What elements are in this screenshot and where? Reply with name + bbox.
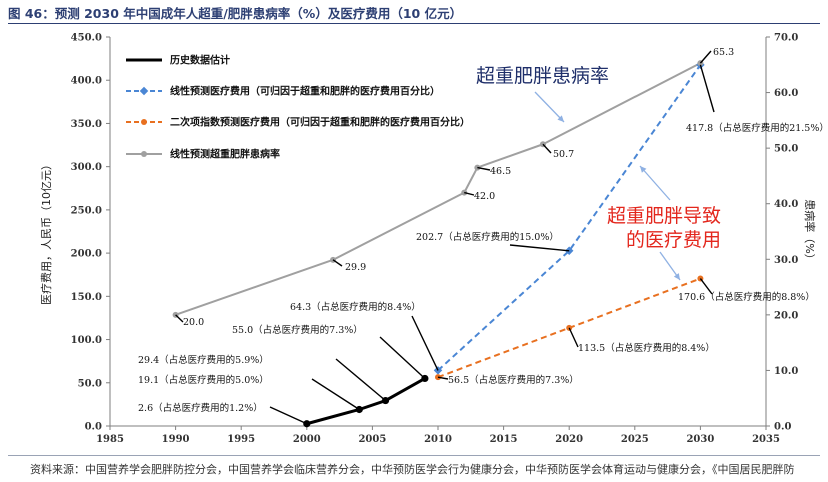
title-rule [8,23,820,24]
y-left-tick-label: 150.0 [71,292,102,303]
x-tick-label: 1995 [227,434,255,445]
data-label: 2.6（占总医疗费用的1.2%） [138,402,263,414]
data-label-leader [332,259,343,267]
data-label: 55.0（占总医疗费用的7.3%） [232,324,363,336]
y-right-tick-label: 50.0 [774,144,798,155]
x-tick-label: 2020 [555,434,583,445]
legend-swatch-marker-2 [139,86,149,96]
source-note: 资料来源：中国营养学会肥胖防控分会，中国营养学会临床营养分会，中华预防医学会行为… [30,463,795,476]
data-label: 20.0 [183,317,204,328]
data-label: 202.7（占总医疗费用的15.0%） [416,231,559,243]
data-label: 19.1（占总医疗费用的5.0%） [138,374,269,386]
data-label: 50.7 [553,149,574,160]
legend-entry-1: 历史数据估计 [170,54,230,67]
data-label-leader [509,244,570,252]
y-left-tick-label: 300.0 [71,162,102,173]
data-label: 113.5（占总医疗费用的8.4%） [578,342,715,354]
y-left-tick-label: 0.0 [85,422,102,433]
figure-title: 图 46：预测 2030 年中国成年人超重/肥胖患病率（%）及医疗费用（10 亿… [8,6,463,21]
x-tick-label: 2005 [358,434,386,445]
x-tick-label: 2030 [686,434,714,445]
y-right-tick-label: 0.0 [774,422,791,433]
y-right-tick-label: 20.0 [774,310,798,321]
data-label-leader [477,166,491,171]
data-label: 65.3 [713,47,734,58]
data-label-leader [411,315,439,371]
y-left-tick-label: 100.0 [71,335,102,346]
data-label-leader [464,191,475,196]
legend-swatch-marker-3 [141,119,147,125]
data-label-leader [335,358,386,402]
data-label-leader [269,406,308,425]
data-label-leader [311,378,360,411]
data-label-leader [379,336,426,379]
annotation-arrow-exponential-head [673,273,680,280]
y-right-tick-label: 70.0 [774,33,798,44]
y-left-axis-title: 医疗费用，人民币（10亿元） [39,159,53,305]
y-right-tick-label: 30.0 [774,255,798,266]
series-line-1 [306,377,426,426]
annotation-cost-line2: 的医疗费用 [626,229,721,251]
legend-swatch-marker-4 [141,151,147,157]
data-label-leader [437,376,449,380]
data-label: 46.5 [490,166,511,177]
y-right-axis-title: 患病率（%） [803,199,817,264]
data-label: 29.4（占总医疗费用的5.9%） [138,354,269,366]
data-label-leader [542,143,552,154]
y-left-tick-label: 50.0 [78,378,102,389]
annotation-arrow-linear-shaft [639,165,671,201]
data-label-leader [699,50,712,64]
x-tick-label: 2010 [424,434,452,445]
chart: 1985 1990 1995 2000 2005 2010 2015 2020 2025 2030… [39,33,828,446]
y-left-tick-label: 200.0 [71,249,102,260]
y-left-tick-label: 350.0 [71,119,102,130]
data-label: 170.6（占总医疗费用的8.8%） [678,291,815,303]
data-label: 417.8（占总医疗费用的21.5%） [686,122,828,134]
y-right-tick-label: 60.0 [774,88,798,99]
x-tick-label: 2000 [293,434,321,445]
y-right-tick-label: 10.0 [774,366,798,377]
annotation-arrow-prevalence-shaft [534,91,565,123]
y-left-tick-label: 250.0 [71,205,102,216]
series-line-4 [175,62,701,316]
legend-entry-3: 二次项指数预测医疗费用（可归因于超重和肥胖的医疗费用百分比） [170,116,470,129]
x-tick-label: 1990 [162,434,190,445]
y-left-tick-label: 400.0 [71,76,102,87]
legend-entry-2: 线性预测医疗费用（可归因于超重和肥胖的医疗费用百分比） [170,85,440,98]
x-tick-label: 2015 [490,434,518,445]
x-tick-label: 2025 [621,434,649,445]
annotation-prevalence: 超重肥胖患病率 [476,65,609,87]
data-label-leader [699,278,713,295]
data-label: 56.5（占总医疗费用的7.3%） [448,374,579,386]
annotation-cost-line1: 超重肥胖导致 [607,205,721,227]
data-label: 64.3（占总医疗费用的8.4%） [290,301,421,313]
data-label-leader [568,327,579,348]
y-left-tick-label: 450.0 [71,33,102,44]
source-rule [8,455,820,456]
x-tick-label: 1985 [96,434,124,445]
y-right-tick-label: 40.0 [774,199,798,210]
legend-entry-4: 线性预测超重肥胖患病率 [170,148,280,161]
annotation-arrow-linear-head [640,166,647,173]
data-label-leader [699,64,715,113]
data-label: 42.0 [474,191,495,202]
data-label: 29.9 [345,262,366,273]
annotation-arrow-prevalence-head [557,115,564,122]
data-label-leader [175,314,184,323]
x-tick-label: 2035 [752,434,780,445]
